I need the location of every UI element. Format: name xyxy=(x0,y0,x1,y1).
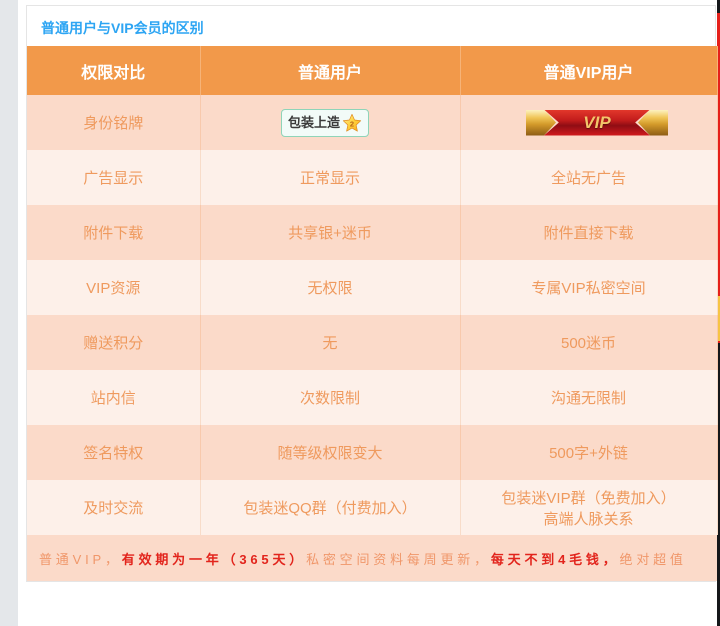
svg-text:2: 2 xyxy=(350,119,354,128)
